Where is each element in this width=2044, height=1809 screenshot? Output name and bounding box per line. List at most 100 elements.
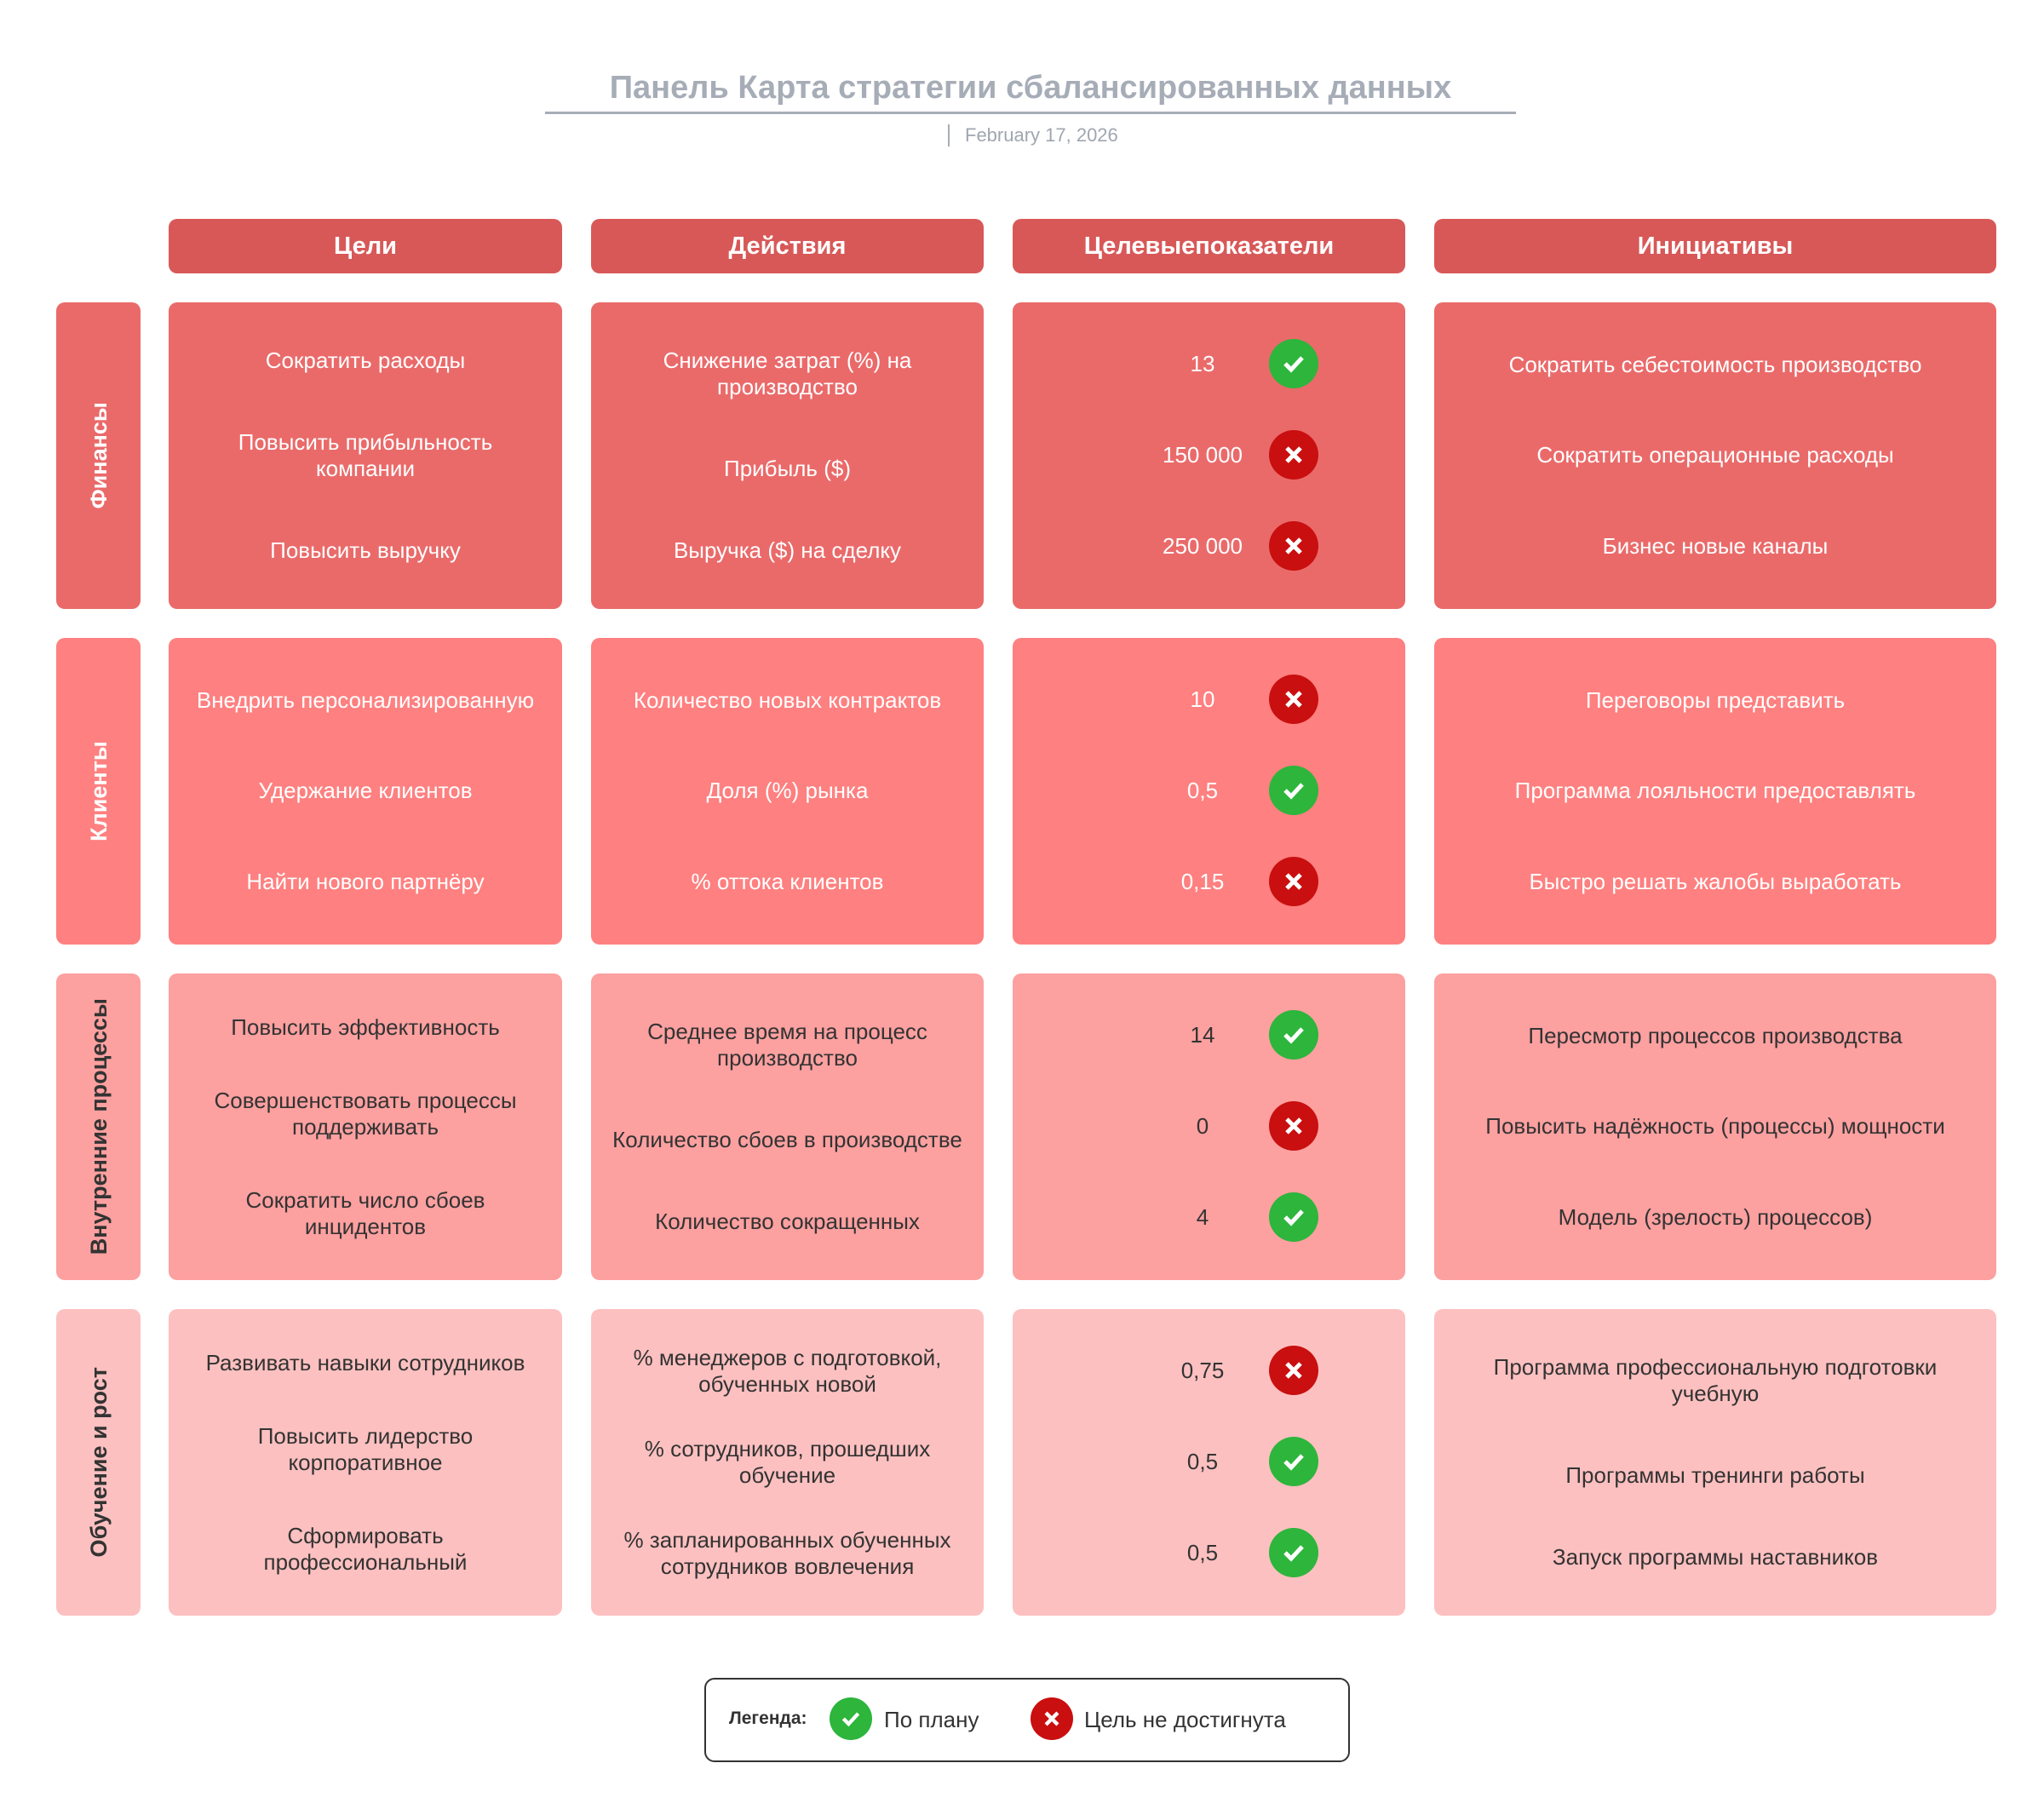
text-line: в производстве: [803, 1126, 962, 1152]
text-line: обученных новой: [698, 1371, 876, 1398]
goal-item: Повысить прибыльность компании: [189, 429, 542, 482]
check-circle-icon: [1269, 765, 1318, 815]
check-circle-icon: [1269, 1010, 1318, 1060]
text-line: каналы: [1752, 533, 1829, 560]
column-header-actions: Действия: [591, 219, 984, 273]
text-line: расходы: [377, 347, 466, 373]
cell-actions: % менеджеров с подготовкой, обученных но…: [591, 1309, 984, 1616]
action-item: % менеджеров с подготовкой, обученных но…: [611, 1345, 963, 1398]
action-item: % запланированных обученных сотрудников …: [611, 1527, 963, 1580]
legend-label: Легенда:: [729, 1708, 807, 1728]
text-line: клиентов: [789, 869, 884, 895]
text-line: % оттока: [691, 869, 784, 895]
text-line: обученных: [840, 1526, 951, 1553]
text-line: сбоев: [738, 1126, 798, 1152]
text-line: Количество: [612, 1126, 732, 1152]
metric-row: 10: [1033, 675, 1385, 726]
text-line: процессов: [1647, 1022, 1756, 1048]
text-line: компании: [316, 455, 415, 481]
metric-value: 0: [1196, 1112, 1209, 1139]
action-item: Снижение затрат (%) на производство: [611, 347, 963, 400]
text-line: Найти: [246, 869, 310, 895]
text-line: Количество: [633, 686, 753, 713]
text-line: Пересмотр: [1528, 1022, 1642, 1048]
text-line: производство: [717, 1044, 858, 1071]
text-line: Программы: [1565, 1462, 1685, 1488]
metric-row: 150 000: [1033, 429, 1385, 481]
initiative-item: Пересмотр процессов производства: [1455, 1023, 1976, 1049]
initiative-item: Программы тренинги работы: [1455, 1462, 1976, 1489]
text-line: Совершенствовать: [214, 1087, 411, 1113]
cell-targets: 14 0 4: [1013, 973, 1405, 1280]
text-line: решать: [1611, 869, 1688, 895]
text-line: процессы: [85, 998, 112, 1112]
text-line: программы: [1628, 1544, 1744, 1571]
metric-row: 0: [1033, 1100, 1385, 1152]
text-line: работы: [1789, 1462, 1865, 1488]
text-line: Инициативы: [1637, 232, 1794, 260]
text-line: ($) на: [767, 537, 826, 564]
goal-item: Внедрить персонализированную: [189, 687, 542, 714]
metric-value: 0,15: [1180, 868, 1225, 894]
text-line: Быстро: [1529, 869, 1606, 895]
text-line: сотрудников: [398, 1349, 525, 1375]
initiative-item: Повысить надёжность (процессы) мощности: [1455, 1113, 1976, 1140]
text-line: Повысить: [1485, 1113, 1587, 1140]
text-line: плану: [918, 1707, 979, 1732]
text-line: лояльности: [1637, 778, 1758, 804]
text-line: время: [743, 1018, 807, 1044]
text-line: подготовки: [1824, 1353, 1938, 1380]
initiative-item: Переговоры представить: [1455, 687, 1976, 714]
column-header-targets: Целевые показатели: [1013, 219, 1405, 273]
cell-initiatives: Переговоры представить Программа лояльнос…: [1434, 638, 1996, 945]
text-line: сделку: [831, 537, 902, 564]
text-line: поддерживать: [291, 1113, 439, 1140]
x-circle-icon: [1269, 1100, 1318, 1151]
goal-item: Сформировать профессиональный: [189, 1523, 542, 1576]
check-circle-icon: [1269, 1192, 1318, 1242]
text-line: ($): [824, 455, 851, 481]
x-circle-icon: [1269, 520, 1318, 571]
initiative-item: Бизнес новые каналы: [1455, 533, 1976, 560]
text-line: число: [358, 1186, 419, 1213]
text-line: Среднее: [647, 1018, 738, 1044]
metric-row: 4: [1033, 1192, 1385, 1243]
text-line: расходы: [1806, 442, 1894, 468]
initiative-item: Модель (зрелость) процессов): [1455, 1204, 1976, 1231]
check-circle-icon: [1269, 1527, 1318, 1577]
initiative-item: Сократить операционные расходы: [1455, 442, 1976, 468]
column-header-goals: Цели: [169, 219, 562, 273]
text-line: контрактов: [828, 686, 942, 713]
goal-item: Повысить выручку: [189, 537, 542, 564]
metric-value: 0,5: [1186, 1448, 1219, 1474]
metric-row: 0,15: [1033, 856, 1385, 908]
text-line: Внедрить: [196, 686, 296, 713]
action-item: Количество новых контрактов: [611, 687, 963, 714]
cell-actions: Среднее время на процесс производство Кол…: [591, 973, 984, 1280]
text-line: показатели: [1195, 232, 1335, 260]
row-label: Клиенты: [56, 638, 141, 945]
goal-item: Сократить расходы: [189, 347, 542, 374]
text-line: нового: [315, 869, 385, 895]
text-line: мощности: [1840, 1113, 1945, 1140]
text-line: Снижение: [663, 347, 768, 373]
text-line: и рост: [85, 1367, 112, 1440]
cell-targets: 10 0,5 0,15: [1013, 638, 1405, 945]
text-line: себестоимость: [1621, 351, 1776, 377]
text-line: предоставлять: [1763, 778, 1916, 804]
metric-value: 0,75: [1180, 1358, 1225, 1384]
report-date: February 17, 2026: [948, 124, 1118, 146]
text-line: Повысить: [257, 1422, 359, 1449]
metric-row: 250 000: [1033, 520, 1385, 572]
text-line: профессиональный: [263, 1548, 468, 1575]
text-line: сбоев: [424, 1186, 485, 1213]
goal-item: Сократить число сбоев инцидентов: [189, 1187, 542, 1240]
row-label-text: Обучение и рост: [85, 1367, 112, 1557]
metric-value: 10: [1190, 686, 1215, 713]
title-divider: [545, 112, 1516, 114]
text-line: прибыльность: [345, 428, 493, 455]
legend-on-track-label: По плану: [884, 1707, 979, 1733]
text-line: сотрудников: [660, 1553, 789, 1579]
text-line: клиентов: [378, 778, 473, 804]
action-item: Доля (%) рынка: [611, 778, 963, 804]
